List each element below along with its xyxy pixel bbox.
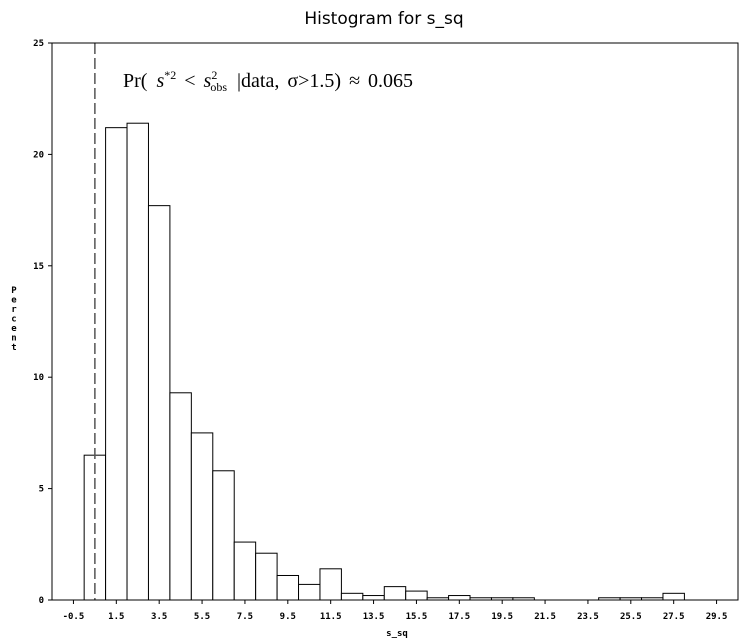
histogram-bar bbox=[319, 568, 342, 601]
y-tick-label: 5 bbox=[39, 485, 44, 495]
x-tick-label: 9.5 bbox=[280, 612, 296, 622]
histogram-bar bbox=[212, 470, 235, 601]
x-tick-label: 7.5 bbox=[237, 612, 253, 622]
x-tick-label: 3.5 bbox=[151, 612, 167, 622]
annotation-s-star: s bbox=[156, 70, 164, 92]
x-tick-label: 11.5 bbox=[320, 612, 342, 622]
histogram-bar bbox=[340, 592, 364, 601]
y-tick-label: 20 bbox=[33, 150, 44, 160]
y-tick-label: 15 bbox=[33, 262, 44, 272]
histogram-bar bbox=[126, 122, 149, 601]
annotation-condition: >1.5) bbox=[298, 70, 341, 92]
y-tick-label: 25 bbox=[33, 39, 44, 49]
histogram-bar bbox=[383, 586, 407, 601]
bars-group bbox=[83, 122, 685, 601]
histogram-bar bbox=[276, 574, 300, 601]
histogram-bar bbox=[298, 583, 321, 601]
x-tick-label: 13.5 bbox=[363, 612, 385, 622]
y-tick-label: 10 bbox=[33, 373, 44, 383]
plot-frame bbox=[51, 42, 739, 601]
x-tick-label: 27.5 bbox=[663, 612, 685, 622]
annotation-obs-superscript: 2 bbox=[211, 68, 217, 82]
histogram-bar bbox=[147, 205, 171, 601]
x-axis-label: s_sq bbox=[386, 629, 408, 639]
y-axis-label-letter: c bbox=[11, 315, 16, 325]
histogram-bar bbox=[233, 541, 257, 601]
y-axis-label-letter: n bbox=[11, 334, 16, 344]
chart-title: Histogram for s_sq bbox=[304, 9, 463, 29]
y-tick-label: 0 bbox=[39, 596, 44, 606]
y-axis-label-letter: r bbox=[11, 305, 17, 315]
annotation-approx: ≈ bbox=[349, 70, 360, 92]
x-tick-label: 5.5 bbox=[194, 612, 210, 622]
histogram-bar bbox=[405, 590, 428, 601]
x-tick-label: 21.5 bbox=[534, 612, 556, 622]
histogram-bar bbox=[169, 392, 192, 601]
x-tick-label: 19.5 bbox=[491, 612, 513, 622]
x-tick-label: 25.5 bbox=[620, 612, 642, 622]
histogram-bar bbox=[190, 432, 214, 601]
annotation-given-data: |data, bbox=[237, 70, 279, 92]
x-axis: -0.5 1.5 3.5 5.5 7.5 9.5 11.5 13.5 15.5 17.5 19.5 2… bbox=[63, 600, 728, 622]
y-axis-label-letter: e bbox=[11, 296, 17, 306]
x-tick-label: 1.5 bbox=[108, 612, 124, 622]
annotation-obs-subscript: obs bbox=[210, 80, 227, 94]
histogram-bar bbox=[255, 552, 278, 601]
y-axis-label-letter: e bbox=[11, 324, 17, 334]
annotation-value: 0.065 bbox=[368, 70, 413, 92]
x-tick-label: -0.5 bbox=[63, 612, 85, 622]
y-axis-label-letter: t bbox=[11, 343, 16, 353]
x-tick-label: 29.5 bbox=[706, 612, 728, 622]
annotation-star-squared: *2 bbox=[164, 68, 176, 82]
annotation-pr: Pr( bbox=[123, 70, 148, 92]
annotation-s-obs: s bbox=[204, 70, 212, 92]
histogram-bar bbox=[105, 127, 128, 601]
histogram-bar bbox=[362, 595, 385, 601]
histogram-bar bbox=[662, 592, 685, 601]
x-tick-label: 17.5 bbox=[448, 612, 470, 622]
y-axis: 0 5 10 15 20 25 bbox=[33, 39, 52, 606]
x-tick-label: 15.5 bbox=[406, 612, 428, 622]
x-tick-label: 23.5 bbox=[577, 612, 599, 622]
annotation-less-than: < bbox=[184, 70, 195, 92]
histogram-bar bbox=[448, 595, 471, 601]
y-axis-label-letter: P bbox=[11, 286, 17, 296]
annotation-sigma: σ bbox=[287, 70, 298, 92]
probability-annotation: Pr( s*2 < s2 obs |data, σ>1.5) ≈ 0.065 bbox=[123, 62, 413, 96]
